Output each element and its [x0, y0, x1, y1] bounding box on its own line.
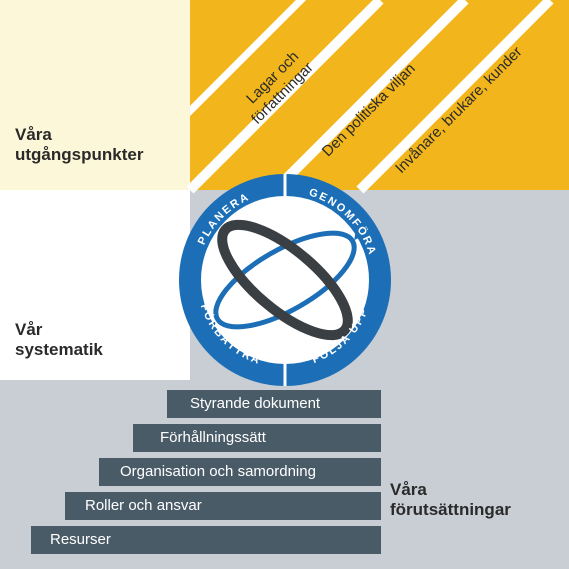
label-forutsattningar: Våra förutsättningar: [390, 480, 511, 521]
label-systematik-l2: systematik: [15, 340, 103, 359]
stair-bar-label: Roller och ansvar: [85, 497, 202, 514]
stair-bar-label: Resurser: [50, 531, 111, 548]
stair-bar-label: Organisation och samordning: [120, 463, 316, 480]
label-systematik-l1: Vår: [15, 320, 42, 339]
label-utgangspunkter-l2: utgångspunkter: [15, 145, 143, 164]
pdca-emblem: PLANERA GENOMFÖRA FÖRBÄTTRA FÖLJA UPP: [187, 174, 383, 386]
label-systematik: Vår systematik: [15, 320, 103, 361]
label-forutsattningar-l1: Våra: [390, 480, 427, 499]
stair-bar-label: Förhållningssätt: [160, 429, 266, 446]
label-utgangspunkter-l1: Våra: [15, 125, 52, 144]
stair-bar-label: Styrande dokument: [190, 395, 320, 412]
label-utgangspunkter: Våra utgångspunkter: [15, 125, 143, 166]
label-forutsattningar-l2: förutsättningar: [390, 500, 511, 519]
